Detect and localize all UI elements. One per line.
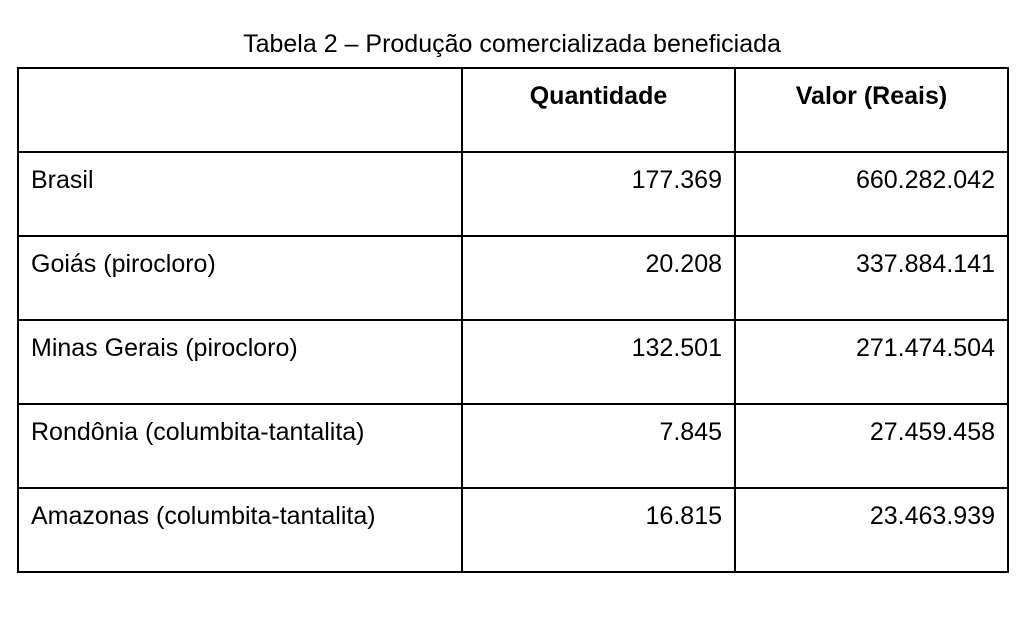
table-row: Amazonas (columbita-tantalita) 16.815 23.4… — [17, 487, 1009, 573]
table-row: Brasil 177.369 660.282.042 — [17, 151, 1009, 237]
table-cell: 23.463.939 — [734, 487, 1009, 573]
header-cell — [17, 67, 463, 153]
header-cell: Quantidade — [461, 67, 736, 153]
table-cell: 7.845 — [461, 403, 736, 489]
table-cell: 16.815 — [461, 487, 736, 573]
table-cell: 27.459.458 — [734, 403, 1009, 489]
row-label: Brasil — [17, 151, 463, 237]
row-label: Minas Gerais (pirocloro) — [17, 319, 463, 405]
table: Quantidade Valor (Reais) Brasil 177.369 660.… — [17, 67, 1009, 573]
table-row: Rondônia (columbita-tantalita) 7.845 27.45… — [17, 403, 1009, 489]
table-cell: 660.282.042 — [734, 151, 1009, 237]
table-title: Tabela 2 – Produção comercializada benef… — [243, 30, 781, 58]
table-row: Goiás (pirocloro) 20.208 337.884.141 — [17, 235, 1009, 321]
table-cell: 132.501 — [461, 319, 736, 405]
row-label: Rondônia (columbita-tantalita) — [17, 403, 463, 489]
header-row: Quantidade Valor (Reais) — [17, 67, 1009, 153]
row-label: Goiás (pirocloro) — [17, 235, 463, 321]
table-cell: 271.474.504 — [734, 319, 1009, 405]
row-label: Amazonas (columbita-tantalita) — [17, 487, 463, 573]
table-cell: 20.208 — [461, 235, 736, 321]
table-body: Quantidade Valor (Reais) Brasil 177.369 660.… — [17, 67, 1009, 573]
header-cell: Valor (Reais) — [734, 67, 1009, 153]
table-cell: 177.369 — [461, 151, 736, 237]
table-row: Minas Gerais (pirocloro) 132.501 271.474.5… — [17, 319, 1009, 405]
table-cell: 337.884.141 — [734, 235, 1009, 321]
